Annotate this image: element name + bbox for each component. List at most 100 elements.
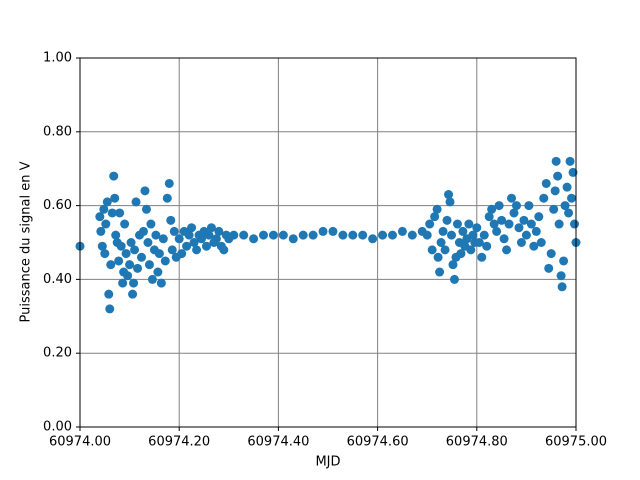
point xyxy=(448,260,458,270)
point xyxy=(211,234,221,244)
y-tick-label: 0.20 xyxy=(43,346,72,361)
point xyxy=(298,230,308,240)
point xyxy=(442,215,452,225)
point xyxy=(504,219,514,229)
point xyxy=(514,223,524,233)
point xyxy=(539,193,549,203)
point xyxy=(432,204,442,214)
point xyxy=(268,230,278,240)
point xyxy=(447,230,457,240)
x-tick-label: 60975.00 xyxy=(545,435,607,450)
point xyxy=(105,304,115,314)
point xyxy=(559,256,569,266)
point xyxy=(484,212,494,222)
point xyxy=(524,201,534,211)
point xyxy=(151,230,161,240)
point xyxy=(492,226,502,236)
point xyxy=(536,238,546,247)
y-tick-label: 1.00 xyxy=(43,51,72,66)
point xyxy=(464,219,474,229)
point xyxy=(97,241,107,251)
point xyxy=(560,201,570,211)
point xyxy=(397,226,407,236)
point xyxy=(249,234,259,244)
point xyxy=(551,156,561,166)
point xyxy=(567,193,577,203)
point xyxy=(131,197,141,207)
point xyxy=(482,241,492,251)
point xyxy=(95,212,105,222)
point xyxy=(458,226,468,236)
point xyxy=(549,204,559,214)
point xyxy=(219,245,229,255)
point xyxy=(553,171,563,181)
point xyxy=(99,204,109,214)
point xyxy=(338,230,348,240)
point xyxy=(129,278,139,288)
point xyxy=(568,167,578,177)
point xyxy=(407,230,417,240)
point xyxy=(436,238,446,247)
point xyxy=(435,267,445,277)
point xyxy=(477,252,487,262)
point xyxy=(167,245,177,255)
point xyxy=(278,230,288,240)
point xyxy=(177,249,187,259)
point xyxy=(556,271,566,281)
x-tick-label: 60974.00 xyxy=(49,435,111,450)
point xyxy=(368,234,378,244)
x-tick-label: 60974.40 xyxy=(247,435,309,450)
point xyxy=(115,208,125,218)
point xyxy=(502,245,512,255)
point xyxy=(529,241,539,251)
point xyxy=(564,208,574,218)
point xyxy=(456,249,466,259)
point xyxy=(239,230,249,240)
point xyxy=(156,278,166,288)
x-tick-label: 60974.80 xyxy=(446,435,508,450)
point xyxy=(550,186,560,196)
point xyxy=(130,245,140,255)
point xyxy=(100,249,110,259)
point xyxy=(121,249,131,259)
point xyxy=(192,245,202,255)
y-tick-label: 0.00 xyxy=(43,420,72,435)
point xyxy=(440,245,450,255)
point xyxy=(154,249,164,259)
point xyxy=(430,212,440,222)
point xyxy=(214,226,224,236)
point xyxy=(106,260,116,270)
point xyxy=(526,219,536,229)
point xyxy=(182,241,192,251)
point xyxy=(541,178,551,188)
point xyxy=(153,267,163,277)
point xyxy=(466,245,476,255)
point xyxy=(204,230,214,240)
y-tick-label: 0.60 xyxy=(43,198,72,213)
y-tick-label: 0.80 xyxy=(43,124,72,139)
point xyxy=(288,234,298,244)
point xyxy=(544,263,554,273)
point xyxy=(516,238,526,247)
point xyxy=(387,230,397,240)
point xyxy=(107,208,117,218)
point xyxy=(144,260,154,270)
point xyxy=(507,193,517,203)
point xyxy=(174,234,184,244)
point xyxy=(348,230,358,240)
point xyxy=(487,204,497,214)
point xyxy=(147,274,157,284)
point xyxy=(511,201,521,211)
point xyxy=(570,219,580,229)
point xyxy=(158,234,168,244)
point xyxy=(123,271,133,281)
point xyxy=(126,238,136,247)
point xyxy=(489,219,499,229)
point xyxy=(118,278,128,288)
point xyxy=(497,215,507,225)
point xyxy=(494,201,504,211)
point xyxy=(128,289,138,299)
y-tick-label: 0.40 xyxy=(43,272,72,287)
point xyxy=(143,238,153,247)
